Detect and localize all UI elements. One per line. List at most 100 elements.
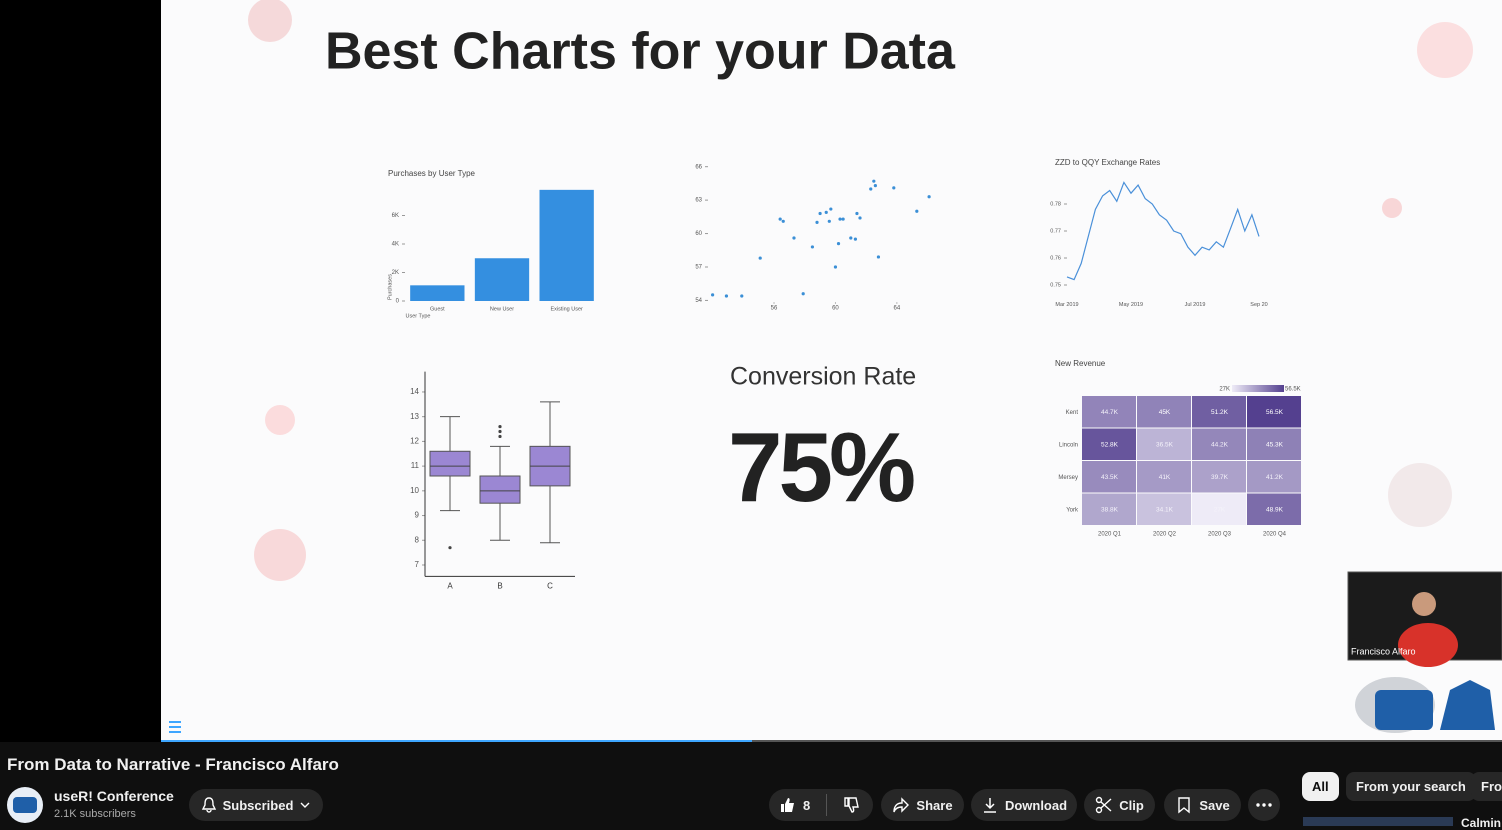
action-icon: [1095, 796, 1113, 814]
line-series: [1066, 181, 1260, 281]
y-tick-label: 0: [396, 299, 400, 305]
action-label: Clip: [1119, 797, 1144, 813]
more-icon: [1256, 803, 1272, 807]
icon: [893, 797, 910, 813]
bar: [474, 258, 530, 301]
heat-cell: [1082, 461, 1136, 493]
scatter-point: [853, 237, 858, 241]
scatter-point: [855, 211, 859, 216]
cell-label: 44.7K: [1101, 409, 1119, 416]
colorbar: [1232, 385, 1284, 392]
x-tick-label: 64: [894, 306, 901, 312]
video-frame: Best Charts for your Data Conversion Rat…: [0, 0, 1502, 742]
like-dislike[interactable]: 8: [769, 789, 873, 821]
chart-heatmap: New Revenue Kent 44.7K 45K 51.2K 56.5K Lincoln…: [1055, 359, 1301, 538]
scatter-point: [818, 211, 822, 216]
kpi-label: Conversion Rate: [730, 363, 916, 391]
progress-track[interactable]: [161, 740, 1502, 742]
chart-title: ZZD to QQY Exchange Rates: [1055, 158, 1160, 167]
filter-chip[interactable]: From your search: [1346, 772, 1476, 801]
letterbox: [0, 0, 161, 742]
dot: [1262, 803, 1266, 807]
scatter-point: [758, 256, 762, 260]
chart-box: 7 8 9 10 11 12 13 14 A B C: [410, 371, 575, 591]
scatter-point: [810, 245, 815, 249]
outlier: [498, 434, 502, 439]
x-tick-label: 56: [771, 306, 778, 312]
bell: [201, 797, 216, 813]
y-tick-label: 6K: [392, 213, 399, 219]
action-icon: [981, 796, 999, 814]
scatter-point: [792, 236, 796, 240]
logo-bull: [1440, 680, 1495, 730]
action-button[interactable]: Save: [1164, 789, 1241, 821]
scatter-point: [829, 207, 833, 211]
cell-label: 45.3K: [1266, 441, 1284, 448]
x-tick-label: Jul 2019: [1185, 302, 1206, 308]
action-label: Download: [1004, 797, 1068, 813]
heat-cell: [1192, 461, 1246, 493]
x-tick-label: Existing User: [550, 306, 583, 312]
x-tick-label: New User: [490, 306, 514, 312]
action-button[interactable]: Clip: [1084, 789, 1155, 821]
cell-label: 48.9K: [1266, 506, 1284, 513]
heat-cell: [1247, 493, 1301, 525]
next-video-title[interactable]: Calmin: [1461, 816, 1502, 830]
channel-name[interactable]: useR! Conference: [54, 788, 174, 804]
splotch: [1382, 198, 1402, 218]
y-tick-label: 8: [415, 535, 420, 544]
action-label: Save: [1199, 797, 1230, 813]
scatter-point: [815, 220, 819, 225]
cell-label: 39.7K: [1211, 474, 1229, 481]
y-tick-label: 2K: [392, 270, 399, 276]
y-tick-label: 13: [410, 412, 419, 421]
background-decoration: [248, 0, 1473, 581]
scatter-point: [827, 219, 831, 223]
scatter-point: [873, 184, 877, 188]
outlier: [498, 429, 502, 434]
scatter-point: [740, 294, 744, 298]
colorbar-label: 27K: [1219, 387, 1230, 393]
heat-cell: [1137, 428, 1191, 460]
action-button[interactable]: Download: [971, 789, 1077, 821]
row-label: Mersey: [1058, 475, 1078, 481]
chart-title: Purchases by User Type: [388, 169, 476, 178]
more-button[interactable]: [1248, 789, 1280, 821]
menu-icon[interactable]: [169, 721, 181, 733]
x-tick-label: C: [547, 582, 553, 591]
chevron-icon: [300, 802, 310, 808]
heat-cell: [1192, 493, 1246, 525]
x-tick-label: B: [497, 582, 502, 591]
y-tick-label: 60: [695, 231, 702, 237]
slide-title: Best Charts for your Data: [325, 23, 956, 81]
cell-label: 51.2K: [1211, 409, 1229, 416]
filter-chip[interactable]: Fro: [1471, 772, 1502, 801]
speaker-name: Francisco Alfaro: [1351, 646, 1416, 656]
y-axis-label: Purchases: [387, 274, 393, 300]
y-tick-label: 4K: [392, 242, 399, 248]
icon: [1096, 796, 1112, 814]
action-button[interactable]: Share: [881, 789, 964, 821]
row-label: York: [1066, 507, 1079, 513]
box: [429, 450, 471, 477]
filter-chip[interactable]: All: [1302, 772, 1339, 801]
x-tick-label: 2020 Q1: [1098, 532, 1122, 538]
heat-cell: [1192, 396, 1246, 428]
scatter-point: [838, 217, 842, 221]
bar: [410, 285, 465, 301]
row-label: Lincoln: [1059, 442, 1078, 448]
cell-label: 27K: [1214, 506, 1226, 513]
webcam: Francisco Alfaro: [1347, 571, 1502, 667]
slide-background: [161, 0, 1502, 742]
conference-logo: [1355, 677, 1495, 733]
dislike-icon: [844, 797, 860, 813]
subscribe-button[interactable]: Subscribed: [189, 789, 323, 821]
channel-avatar[interactable]: [7, 787, 43, 823]
y-tick-label: 0.77: [1050, 228, 1061, 234]
next-thumbnail[interactable]: [1303, 817, 1453, 826]
scatter-point: [724, 294, 729, 298]
thumb-up: [781, 798, 794, 812]
scatter-point: [781, 219, 785, 223]
x-tick-label: 2020 Q2: [1153, 532, 1177, 538]
y-tick-label: 12: [410, 437, 419, 446]
